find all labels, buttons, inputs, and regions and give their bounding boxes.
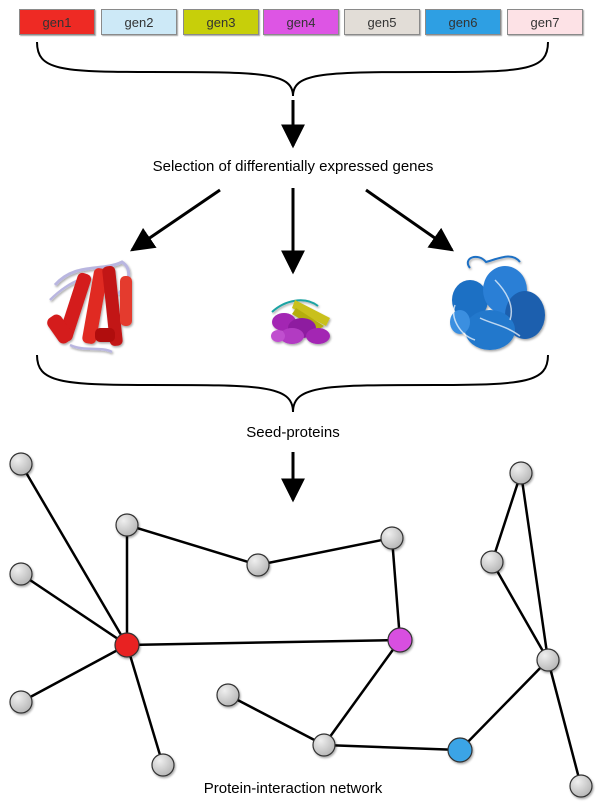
gene-box-gen2: gen2 <box>101 9 177 35</box>
gene-box-gen7: gen7 <box>507 9 583 35</box>
network-node <box>536 648 560 672</box>
network-node <box>115 513 139 537</box>
network-node <box>9 690 33 714</box>
network-node <box>246 553 270 577</box>
blue-protein-structure <box>450 255 545 350</box>
seed-proteins-caption: Seed-proteins <box>246 424 340 441</box>
arrow-to-red-protein <box>130 188 221 252</box>
selection-caption: Selection of differentially expressed ge… <box>152 158 434 175</box>
red-protein-structure <box>47 260 132 354</box>
network-edges <box>19 463 583 787</box>
seed-node-magenta <box>387 627 413 653</box>
seed-brace <box>36 354 549 413</box>
network-caption: Protein-interaction network <box>203 780 383 797</box>
network-node <box>569 774 593 798</box>
gene-brace <box>36 41 549 97</box>
network-node <box>216 683 240 707</box>
seed-node-red <box>114 632 140 658</box>
seed-node-blue <box>447 737 473 763</box>
arrow-to-blue-protein <box>365 188 454 252</box>
network-nodes <box>9 452 593 798</box>
gene-box-gen5: gen5 <box>344 9 420 35</box>
network-node <box>380 526 404 550</box>
network-node <box>509 461 533 485</box>
network-node <box>9 452 33 476</box>
gene-box-gen3: gen3 <box>183 9 259 35</box>
network-node <box>312 733 336 757</box>
magenta-protein-structure <box>271 299 330 344</box>
network-node <box>480 550 504 574</box>
gene-box-gen1: gen1 <box>19 9 95 35</box>
gene-box-gen6: gen6 <box>425 9 501 35</box>
network-node <box>151 753 175 777</box>
gene-box-gen4: gen4 <box>263 9 339 35</box>
network-node <box>9 562 33 586</box>
